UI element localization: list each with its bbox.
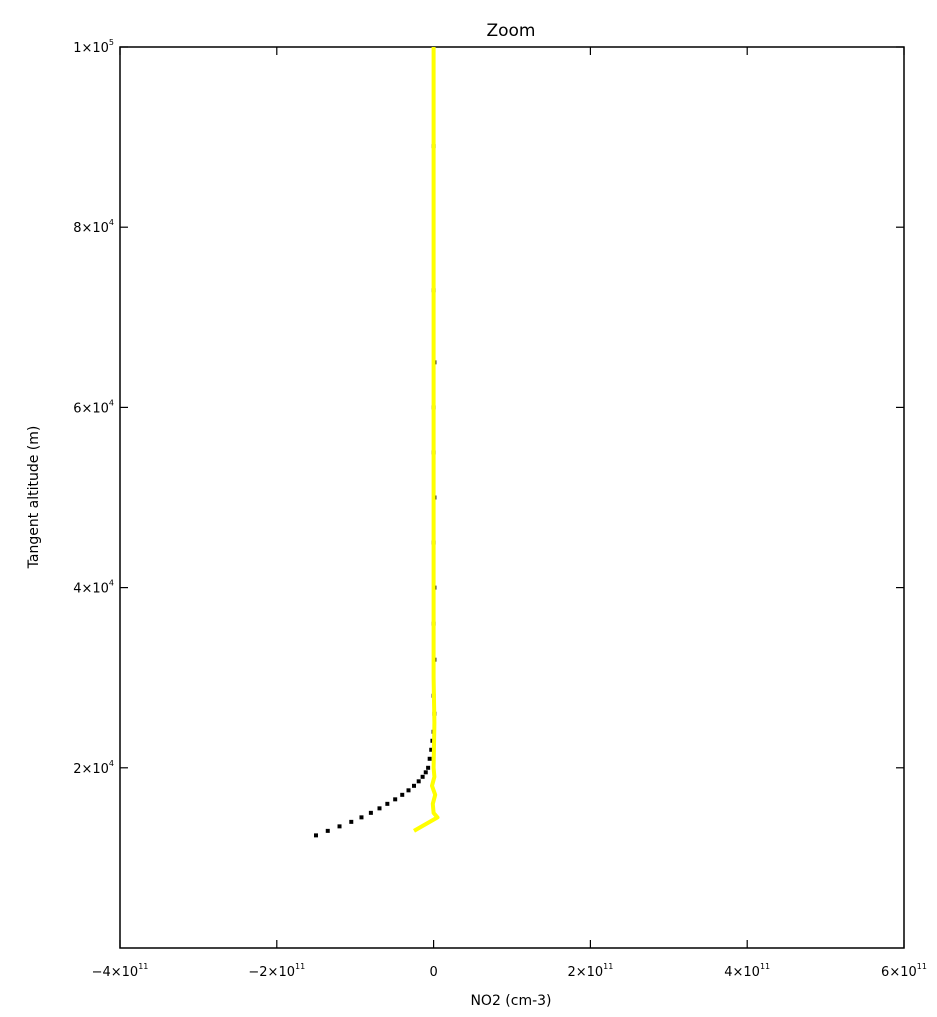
chart-title: Zoom	[486, 21, 535, 41]
y-tick-label: 2×104	[73, 759, 114, 777]
data-point	[359, 815, 364, 820]
data-point	[349, 819, 354, 824]
data-point	[400, 792, 405, 797]
data-marks	[314, 47, 440, 838]
x-tick-mantissa: 6×10	[881, 965, 917, 980]
y-tick-mantissa: 2×10	[73, 762, 109, 777]
series-1	[413, 47, 440, 833]
plot-frame	[119, 46, 905, 949]
y-tick-mantissa: 1×10	[73, 41, 109, 56]
series-line	[413, 47, 440, 833]
x-tick-label: 6×1011	[881, 962, 927, 980]
series-0	[314, 144, 437, 838]
y-tick-mantissa: 8×10	[73, 221, 109, 236]
data-point	[412, 783, 416, 788]
data-point	[368, 810, 373, 815]
x-axis-label: NO2 (cm-3)	[470, 993, 551, 1009]
x-tick-label: −4×1011	[92, 962, 149, 980]
data-point	[314, 833, 318, 838]
data-point	[429, 747, 434, 752]
x-tick-label: 4×1011	[724, 962, 770, 980]
x-tick-exponent: 11	[917, 962, 927, 971]
x-tick-exponent: 11	[138, 962, 148, 971]
data-point	[416, 779, 421, 784]
x-tick-label: 0	[429, 965, 437, 980]
y-tick-exponent: 4	[109, 218, 114, 227]
x-tick-mantissa: −4×10	[92, 965, 139, 980]
data-point	[325, 828, 330, 833]
data-point	[385, 801, 390, 806]
data-point	[426, 765, 431, 770]
x-tick-label: −2×1011	[248, 962, 305, 980]
y-tick-exponent: 4	[109, 398, 114, 407]
y-tick-label: 6×104	[73, 398, 114, 416]
data-point	[420, 774, 425, 779]
y-tick-label: 8×104	[73, 218, 114, 236]
axis-ticks: −4×1011 −2×1011 0 2×1011 4×1011 6×10112×1044×…	[73, 38, 927, 980]
x-tick-mantissa: 4×10	[724, 965, 760, 980]
y-tick-label: 4×104	[73, 579, 114, 597]
y-axis-label: Tangent altitude (m)	[26, 426, 42, 570]
data-point	[427, 756, 432, 761]
data-point	[423, 770, 428, 775]
y-tick-label: 1×105	[73, 38, 114, 56]
y-tick-exponent: 4	[109, 579, 114, 588]
data-point	[337, 824, 342, 829]
x-tick-exponent: 11	[760, 962, 770, 971]
y-tick-exponent: 4	[109, 759, 114, 768]
x-tick-mantissa: 2×10	[567, 965, 603, 980]
x-tick-exponent: 11	[603, 962, 613, 971]
x-tick-mantissa: 0	[429, 965, 437, 980]
y-tick-exponent: 5	[109, 38, 114, 47]
data-point	[406, 788, 411, 793]
y-tick-mantissa: 4×10	[73, 582, 109, 597]
x-tick-mantissa: −2×10	[248, 965, 295, 980]
x-tick-label: 2×1011	[567, 962, 613, 980]
y-tick-mantissa: 6×10	[73, 401, 109, 416]
data-point	[393, 797, 398, 802]
x-tick-exponent: 11	[295, 962, 305, 971]
data-point	[377, 806, 382, 811]
